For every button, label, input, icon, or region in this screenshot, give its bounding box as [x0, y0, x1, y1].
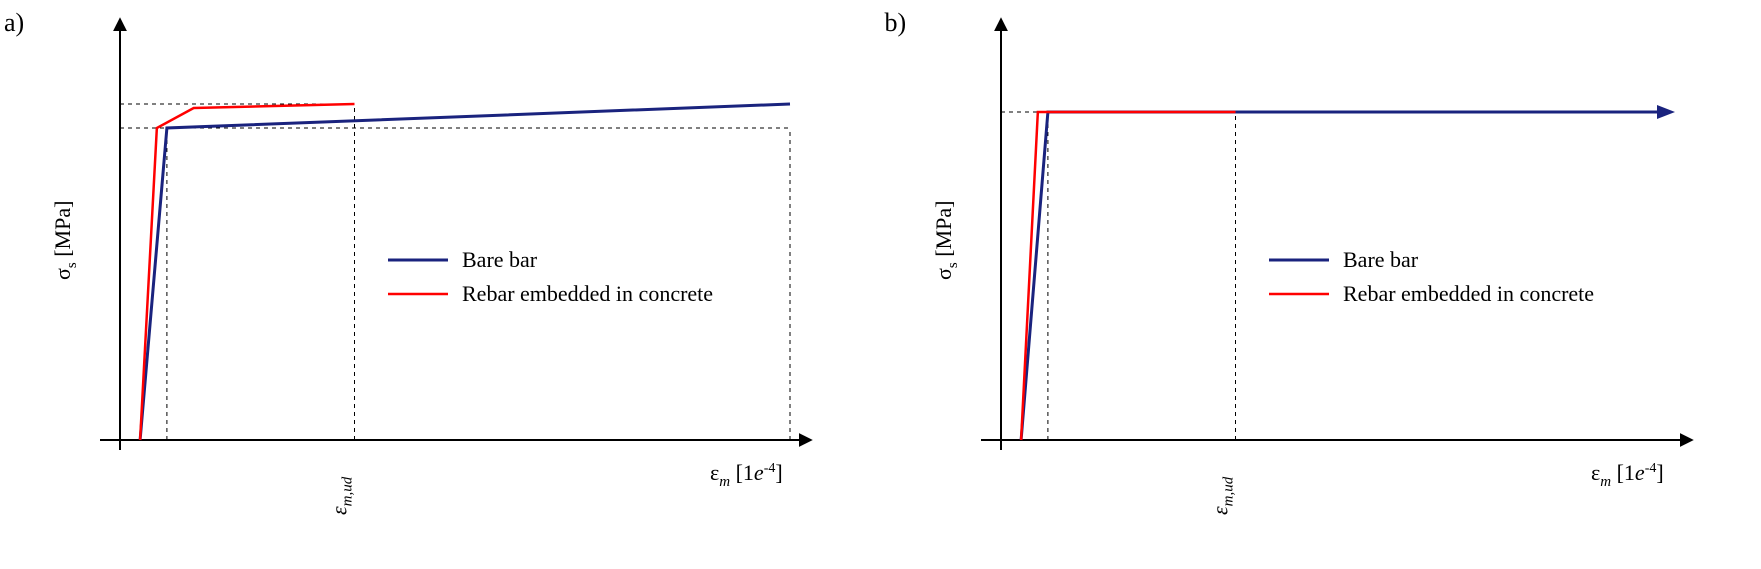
svg-text:Rebar embedded in concrete: Rebar embedded in concrete [1343, 281, 1594, 306]
svg-text:Rebar embedded in concrete: Rebar embedded in concrete [462, 281, 713, 306]
figure-wrap: a) σs [MPa] εm [1e-4] εm,ud Bare bar Rebar e… [0, 0, 1761, 569]
panel-b: b) σs [MPa] εm [1e-4] εm,ud Bare bar Rebar e… [881, 0, 1761, 569]
panel-a: a) σs [MPa] εm [1e-4] εm,ud Bare bar Rebar e… [0, 0, 881, 569]
svg-text:σs [MPa]: σs [MPa] [50, 201, 80, 280]
svg-text:εm,ud: εm,ud [1207, 476, 1236, 515]
svg-text:εm [1e-4]: εm [1e-4] [1591, 460, 1664, 490]
svg-text:Bare bar: Bare bar [1343, 247, 1419, 272]
svg-text:εm,ud: εm,ud [327, 476, 356, 515]
panel-b-label: b) [885, 8, 907, 38]
svg-text:Bare bar: Bare bar [462, 247, 538, 272]
panel-a-label: a) [4, 8, 24, 38]
svg-text:σs [MPa]: σs [MPa] [931, 201, 961, 280]
svg-text:εm [1e-4]: εm [1e-4] [710, 460, 783, 490]
